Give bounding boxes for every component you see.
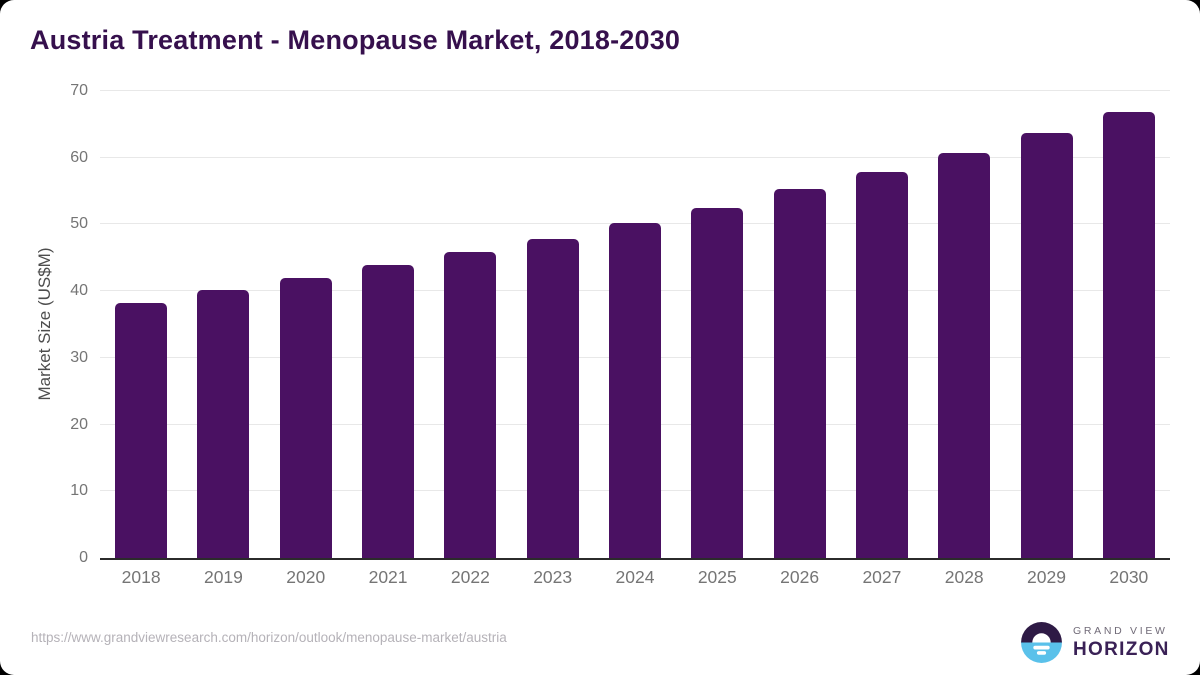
plot-area bbox=[100, 90, 1170, 560]
x-tick-label-2026: 2026 bbox=[780, 567, 820, 587]
y-tick-label-50: 50 bbox=[70, 215, 88, 233]
x-tick-label-2027: 2027 bbox=[862, 567, 902, 587]
y-tick-label-20: 20 bbox=[70, 415, 88, 433]
bar-2024 bbox=[609, 223, 661, 558]
y-tick-label-30: 30 bbox=[70, 348, 88, 366]
y-axis-label: Market Size (US$M) bbox=[35, 247, 54, 401]
logo-brand-line: GRAND VIEW bbox=[1073, 624, 1168, 637]
x-tick-label-2020: 2020 bbox=[286, 567, 326, 587]
y-tick-label-10: 10 bbox=[70, 482, 88, 500]
bar-2020 bbox=[279, 277, 332, 558]
bar-2028 bbox=[938, 153, 991, 558]
bar-2029 bbox=[1020, 133, 1073, 558]
x-tick-label-2024: 2024 bbox=[615, 567, 655, 587]
x-tick-label-2028: 2028 bbox=[944, 567, 984, 587]
bar-2025 bbox=[691, 207, 744, 558]
bar-2030 bbox=[1102, 111, 1155, 558]
x-tick-label-2025: 2025 bbox=[697, 567, 737, 587]
bar-2018 bbox=[115, 303, 168, 558]
bar-2027 bbox=[855, 171, 908, 558]
bar-2021 bbox=[362, 265, 415, 558]
logo-wordmark: GRAND VIEW HORIZON bbox=[1073, 625, 1170, 661]
chart-title: Austria Treatment - Menopause Market, 20… bbox=[30, 25, 681, 55]
bar-2026 bbox=[773, 189, 826, 558]
bar-2019 bbox=[197, 290, 250, 558]
x-tick-label-2018: 2018 bbox=[121, 567, 161, 587]
x-tick-label-2019: 2019 bbox=[203, 567, 243, 587]
grand-view-horizon-logo: GRAND VIEW HORIZON bbox=[1019, 620, 1170, 665]
logo-product-line: HORIZON bbox=[1073, 638, 1170, 660]
x-tick-label-2030: 2030 bbox=[1109, 567, 1149, 587]
gridline-y60 bbox=[100, 156, 1170, 158]
source-url: https://www.grandviewresearch.com/horizo… bbox=[31, 630, 507, 645]
x-tick-label-2021: 2021 bbox=[368, 567, 408, 587]
x-tick-label-2022: 2022 bbox=[450, 567, 490, 587]
sun-over-horizon-icon bbox=[1021, 622, 1062, 663]
x-tick-label-2029: 2029 bbox=[1027, 567, 1066, 587]
bar-2023 bbox=[526, 239, 579, 558]
y-tick-label-40: 40 bbox=[70, 282, 88, 300]
gridline-y70 bbox=[100, 90, 1170, 91]
y-tick-label-60: 60 bbox=[70, 148, 88, 166]
x-tick-label-2023: 2023 bbox=[533, 567, 573, 587]
y-tick-label-0: 0 bbox=[79, 549, 88, 566]
y-tick-label-70: 70 bbox=[70, 82, 88, 99]
bar-2022 bbox=[444, 251, 497, 558]
